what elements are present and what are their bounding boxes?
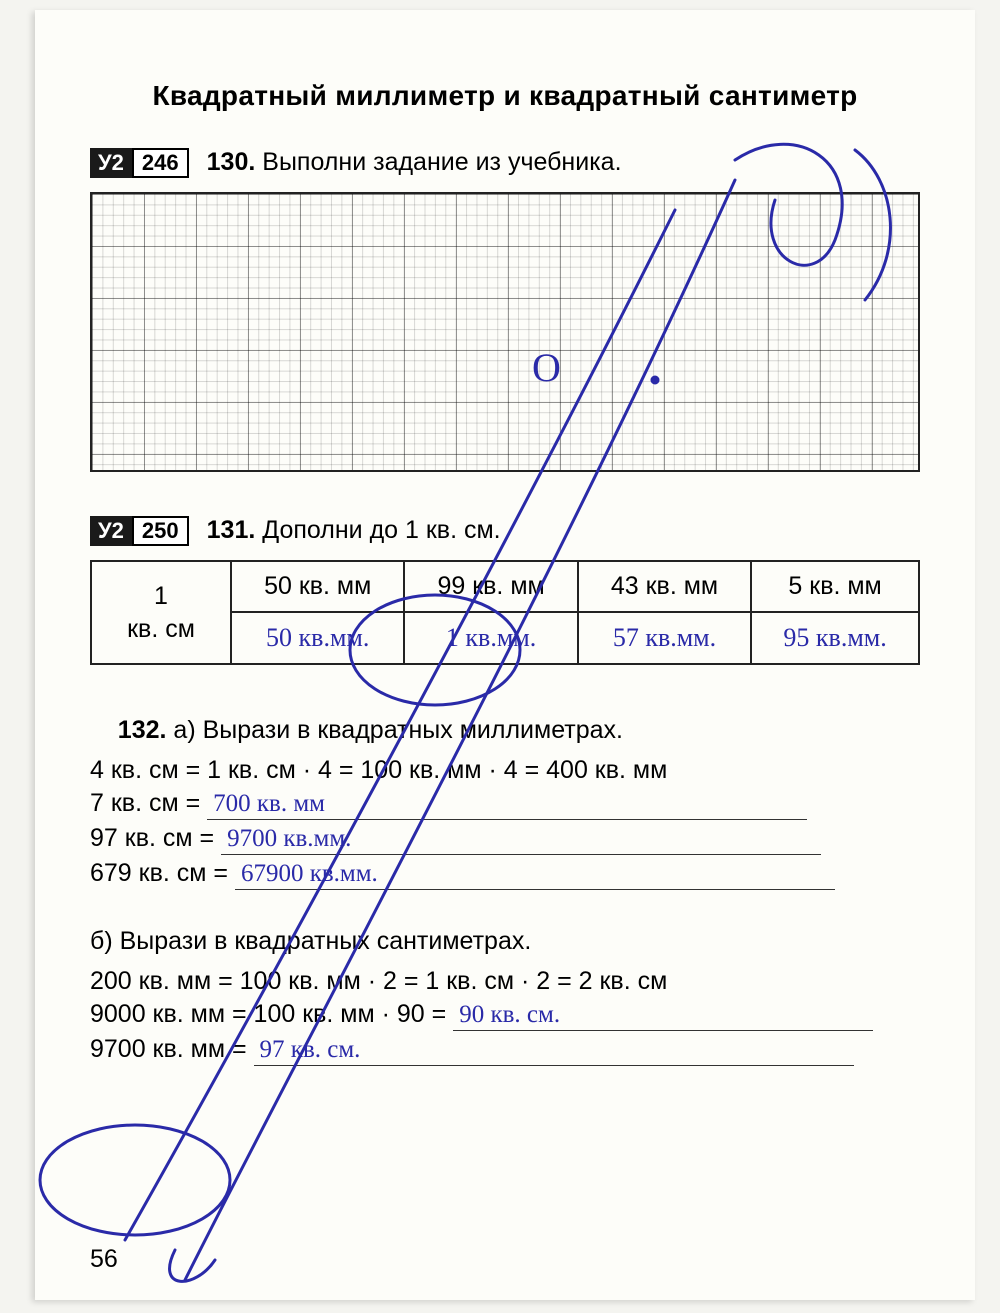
answer-cell: 50 кв.мм. — [231, 612, 404, 664]
eq-a1: 4 кв. см = 1 кв. см · 4 = 100 кв. мм · 4… — [90, 756, 920, 785]
task-132-b-label: б) Вырази в квадратных сантиметрах. — [90, 922, 920, 961]
task-130-label: 130. Выполни задание из учебника. — [207, 148, 622, 177]
eq-a4: 679 кв. см = 67900 кв.мм. — [90, 859, 920, 890]
handwritten-mark-o: O — [532, 344, 561, 391]
col-header: 5 кв. мм — [751, 561, 919, 612]
eq-a3: 97 кв. см = 9700 кв.мм. — [90, 824, 920, 855]
answer-b2: 90 кв. см. — [459, 1001, 560, 1028]
badge-number: 246 — [132, 148, 189, 178]
eq-b2: 9000 кв. мм = 100 кв. мм · 90 = 90 кв. с… — [90, 1000, 920, 1031]
badge-prefix: У2 — [90, 516, 132, 546]
task-130-header: У2 246 130. Выполни задание из учебника. — [90, 148, 920, 178]
answer-a2: 700 кв. мм — [213, 790, 325, 817]
col-header: 43 кв. мм — [578, 561, 751, 612]
workbook-page: Квадратный миллиметр и квадратный сантим… — [35, 10, 975, 1300]
page-title: Квадратный миллиметр и квадратный сантим… — [90, 80, 920, 112]
row-label-cell: 1 кв. см — [91, 561, 231, 664]
table-row: 1 кв. см 50 кв. мм 99 кв. мм 43 кв. мм 5… — [91, 561, 919, 612]
answer-cell: 57 кв.мм. — [578, 612, 751, 664]
answer-cell: 95 кв.мм. — [751, 612, 919, 664]
answer-b3: 97 кв. см. — [260, 1036, 361, 1063]
col-header: 50 кв. мм — [231, 561, 404, 612]
answer-a4: 67900 кв.мм. — [241, 860, 378, 887]
badge-130: У2 246 — [90, 148, 189, 178]
table-131: 1 кв. см 50 кв. мм 99 кв. мм 43 кв. мм 5… — [90, 560, 920, 665]
answer-cell: 1 кв.мм. — [404, 612, 577, 664]
badge-number: 250 — [132, 516, 189, 546]
eq-a2: 7 кв. см = 700 кв. мм — [90, 789, 920, 820]
task-131-label: 131. Дополни до 1 кв. см. — [207, 516, 501, 545]
page-number: 56 — [90, 1245, 118, 1274]
task-132-a-label: 132. а) Вырази в квадратных миллиметрах. — [90, 711, 920, 750]
eq-b3: 9700 кв. мм = 97 кв. см. — [90, 1035, 920, 1066]
eq-b1: 200 кв. мм = 100 кв. мм · 2 = 1 кв. см ·… — [90, 967, 920, 996]
task-131-header: У2 250 131. Дополни до 1 кв. см. — [90, 516, 920, 546]
col-header: 99 кв. мм — [404, 561, 577, 612]
millimeter-grid: O — [90, 192, 920, 472]
badge-131: У2 250 — [90, 516, 189, 546]
badge-prefix: У2 — [90, 148, 132, 178]
answer-a3: 9700 кв.мм. — [227, 825, 351, 852]
